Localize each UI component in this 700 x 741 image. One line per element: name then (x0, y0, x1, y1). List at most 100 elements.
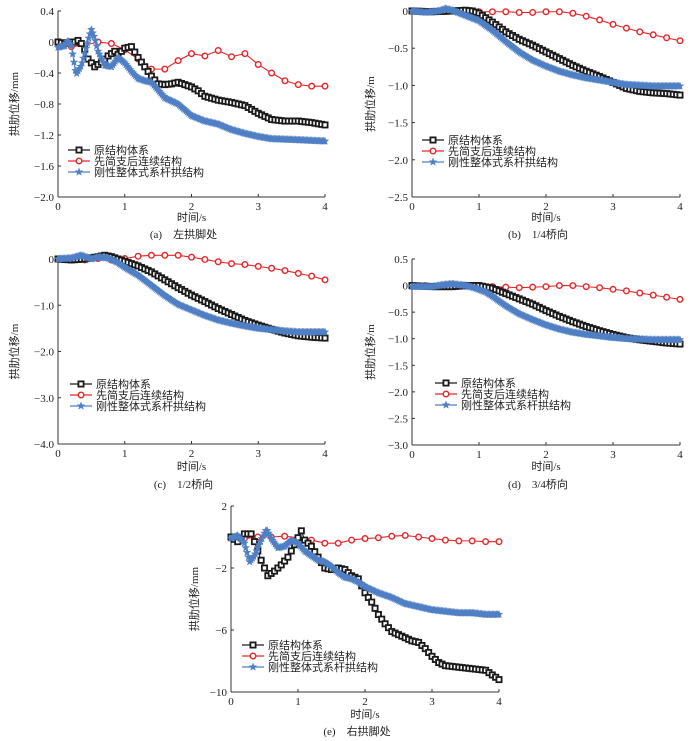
series-marker (187, 50, 195, 58)
y-tick-label: −10 (210, 687, 228, 699)
series-marker (83, 38, 92, 47)
legend-label: 原结构体系 (461, 376, 516, 390)
series-marker (67, 41, 76, 50)
series-marker (228, 53, 236, 61)
series-marker (268, 264, 276, 272)
legend-marker (249, 652, 257, 660)
series-marker (468, 537, 476, 545)
y-tick-label: −1.0 (34, 300, 54, 312)
x-tick-label: 0 (409, 449, 415, 461)
y-tick-label: −1.0 (388, 334, 408, 346)
y-axis-label: 拱肋位移/m (363, 324, 377, 380)
legend-marker (75, 146, 83, 154)
series-marker (257, 556, 265, 564)
series-marker (201, 52, 209, 60)
y-tick-label: −1.5 (388, 118, 408, 130)
series-0 (54, 251, 329, 342)
legend-marker (74, 167, 84, 176)
series-marker (675, 335, 685, 344)
series-marker (321, 82, 329, 90)
legend-marker (77, 380, 85, 388)
series-marker (415, 533, 423, 541)
x-axis-label: 时间/s (177, 460, 206, 473)
x-tick-label: 3 (610, 201, 616, 213)
legend-label: 刚性整体式系杆拱结构 (448, 155, 558, 169)
series-2 (407, 4, 685, 90)
series-marker (488, 8, 496, 16)
legend-label: 先简支后连续结构 (94, 154, 182, 168)
series-marker (201, 255, 209, 263)
x-tick-label: 2 (189, 448, 195, 460)
series-marker (254, 60, 262, 68)
x-tick-label: 0 (55, 448, 61, 460)
series-marker (281, 532, 289, 540)
series-marker (502, 8, 510, 16)
series-marker (107, 40, 115, 48)
y-tick-label: −0.8 (34, 99, 54, 111)
series-marker (515, 284, 523, 292)
series-marker (134, 252, 142, 260)
series-marker (242, 547, 252, 557)
series-marker (348, 536, 356, 544)
y-axis-label: 拱肋位移/m (7, 323, 21, 379)
series-marker (89, 31, 99, 41)
series-marker (87, 25, 96, 34)
legend-label: 原结构体系 (268, 638, 323, 652)
series-marker (529, 8, 537, 16)
series-marker (294, 269, 302, 277)
legend-label: 原结构体系 (448, 133, 503, 147)
legend-item: 刚性整体式系杆拱结构 (68, 165, 204, 179)
x-tick-label: 4 (322, 448, 328, 460)
series-marker (596, 284, 604, 292)
series-marker (79, 53, 88, 62)
series-marker (77, 58, 87, 67)
legend-item: 刚性整体式系杆拱结构 (70, 399, 206, 413)
chart-panel-a: 0.40−0.4−0.8−1.2−1.6−2.00 1 2 3 4时间/s拱肋位移/mm… (7, 6, 330, 241)
series-2 (226, 526, 504, 619)
series-marker (582, 12, 590, 20)
series-marker (555, 8, 563, 16)
y-tick-label: −2.5 (388, 192, 408, 204)
x-tick-label: 3 (256, 201, 262, 213)
legend-item: 刚性整体式系杆拱结构 (242, 660, 378, 674)
series-marker (250, 538, 258, 546)
chart-panel-b: 0−0.5−1.0−1.5−2.0−2.50 1 2 3 4时间/s拱肋位移/m(b) … (363, 4, 685, 241)
series-marker (268, 69, 276, 77)
series-marker (88, 28, 98, 37)
series-marker (609, 20, 617, 28)
panel-caption: (a) 左拱脚处 (150, 227, 217, 241)
legend-item: 先简支后连续结构 (70, 388, 184, 402)
series-marker (361, 535, 369, 543)
y-tick-label: −4.0 (34, 439, 54, 451)
series-marker (374, 534, 382, 542)
y-tick-label: 0.5 (394, 254, 408, 266)
y-tick-label: −2.0 (388, 155, 408, 167)
legend-marker (249, 641, 257, 649)
legend-marker (441, 400, 451, 409)
series-marker (68, 49, 78, 58)
legend-label: 先简支后连续结构 (448, 144, 536, 158)
series-marker (92, 41, 102, 50)
series-marker (161, 251, 169, 259)
legend-item: 原结构体系 (70, 377, 151, 391)
legend-item: 先简支后连续结构 (242, 649, 356, 663)
y-tick-label: −2.0 (34, 347, 54, 359)
series-marker (609, 285, 617, 293)
series-marker (371, 604, 379, 612)
panel-caption: (c) 1/2桥向 (154, 477, 213, 491)
series-2 (53, 25, 330, 145)
series-marker (308, 272, 316, 280)
series-marker (131, 48, 139, 56)
y-tick-label: −1.6 (34, 161, 54, 173)
series-marker (254, 262, 262, 270)
y-tick-label: −0.5 (388, 307, 408, 319)
series-marker (308, 82, 316, 90)
series-marker (495, 538, 503, 546)
series-marker (542, 8, 550, 16)
series-marker (84, 33, 94, 42)
x-tick-label: 1 (476, 449, 482, 461)
